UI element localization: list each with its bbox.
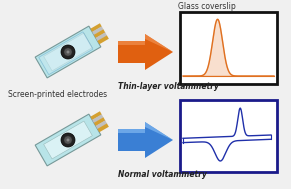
Polygon shape <box>44 33 92 71</box>
Polygon shape <box>35 114 101 166</box>
Polygon shape <box>118 34 173 70</box>
Text: Glass coverslip: Glass coverslip <box>178 2 236 11</box>
FancyBboxPatch shape <box>180 100 277 172</box>
Polygon shape <box>118 122 173 158</box>
Polygon shape <box>118 34 173 52</box>
FancyBboxPatch shape <box>180 12 277 84</box>
Text: Thin-layer voltammetry: Thin-layer voltammetry <box>118 82 219 91</box>
Circle shape <box>67 139 70 142</box>
Circle shape <box>67 50 70 53</box>
Circle shape <box>61 133 75 147</box>
Text: Normal voltammetry: Normal voltammetry <box>118 170 207 179</box>
Circle shape <box>61 45 75 59</box>
Polygon shape <box>118 122 173 140</box>
Polygon shape <box>44 121 92 159</box>
Text: Screen-printed electrodes: Screen-printed electrodes <box>8 90 107 99</box>
Circle shape <box>64 136 72 144</box>
Circle shape <box>64 48 72 56</box>
Polygon shape <box>39 32 93 75</box>
Polygon shape <box>35 26 101 78</box>
Polygon shape <box>183 19 274 76</box>
